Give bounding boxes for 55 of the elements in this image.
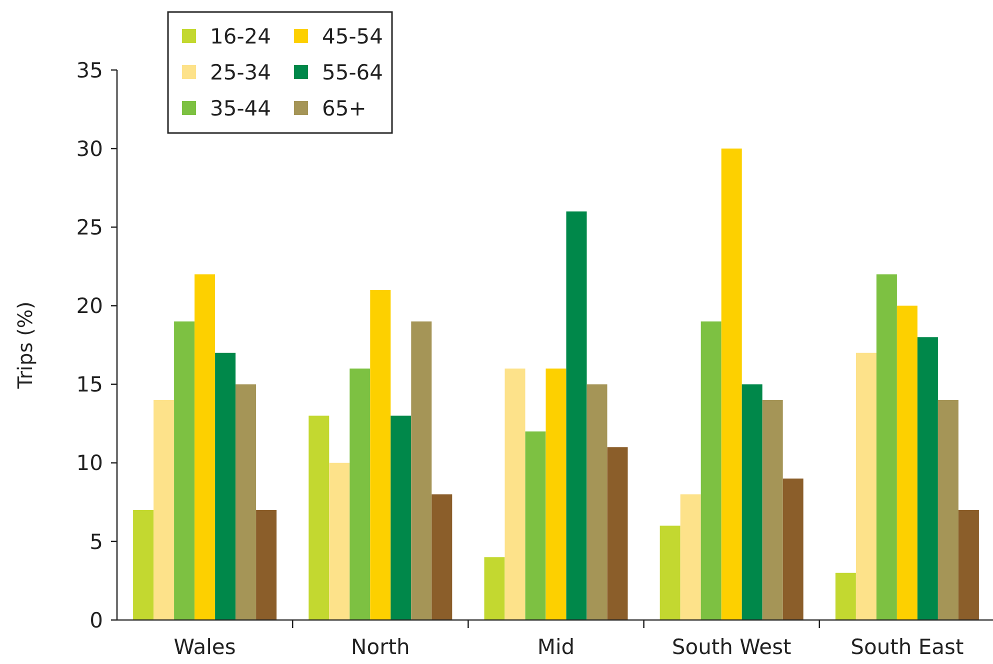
y-axis-title: Trips (%) [13, 301, 37, 390]
legend-label: 65+ [322, 96, 366, 120]
bar [390, 416, 412, 620]
bar [370, 290, 391, 620]
bar [607, 447, 628, 620]
y-tick-label: 0 [90, 608, 103, 632]
bar [546, 368, 566, 620]
bar [411, 321, 432, 620]
x-tick-label: South East [850, 635, 964, 659]
bar [525, 431, 546, 620]
bar [350, 368, 370, 620]
x-tick-label: Mid [537, 635, 575, 659]
bar [721, 148, 742, 620]
bar [215, 352, 236, 620]
bar [917, 337, 938, 620]
x-tick-label: Wales [174, 635, 236, 659]
x-tick-label: North [351, 635, 410, 659]
bar [782, 478, 804, 620]
bar [680, 494, 701, 620]
bar [856, 352, 876, 620]
bar [876, 274, 897, 620]
y-tick-label: 5 [90, 530, 103, 554]
x-tick-label: South West [672, 635, 792, 659]
bar [566, 211, 587, 620]
bar [256, 510, 277, 620]
bar [762, 400, 783, 620]
y-tick-label: 35 [76, 58, 103, 82]
y-tick-label: 20 [76, 294, 103, 318]
bar [896, 306, 918, 620]
bar [329, 462, 350, 620]
bar [432, 494, 452, 620]
bar [308, 416, 330, 620]
bar [958, 510, 979, 620]
y-tick-label: 15 [76, 372, 103, 397]
bar [236, 384, 256, 620]
bar [133, 510, 154, 620]
legend-label: 16-24 [210, 24, 272, 48]
bar [174, 321, 195, 620]
bar [835, 572, 856, 620]
bar [742, 384, 762, 620]
y-tick-label: 25 [76, 215, 103, 240]
bar [938, 400, 958, 620]
legend-label: 55-64 [322, 60, 384, 84]
legend-label: 25-34 [210, 60, 272, 84]
bar [484, 557, 505, 620]
bar [660, 526, 680, 620]
legend-label: 45-54 [322, 24, 384, 48]
bar [504, 368, 526, 620]
y-tick-label: 30 [76, 136, 103, 161]
bar [194, 274, 216, 620]
bar [700, 321, 722, 620]
bar [154, 400, 174, 620]
y-tick-label: 10 [76, 451, 103, 476]
bar [586, 384, 608, 620]
legend-label: 35-44 [210, 96, 272, 120]
